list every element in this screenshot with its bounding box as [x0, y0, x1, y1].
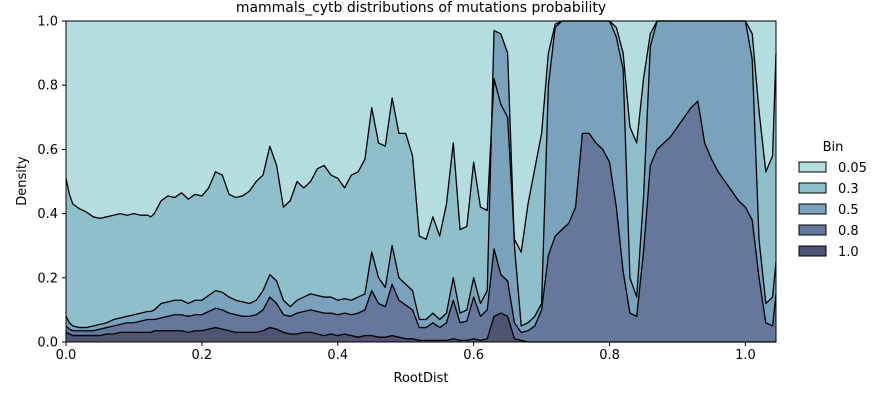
x-tick-label: 0.4: [327, 348, 348, 363]
y-axis-ticks: 0.0 0.2 0.4 0.6 0.8 1.0: [37, 15, 66, 351]
legend-swatch-0-05: [798, 161, 827, 173]
x-tick-label: 0.2: [192, 348, 213, 363]
y-tick-label: 1.0: [37, 15, 58, 30]
x-axis-ticks: 0.0 0.2 0.4 0.6 0.8 1.0: [56, 342, 756, 363]
stacked-areas: [66, 21, 776, 342]
y-tick-label: 0.4: [37, 207, 58, 222]
legend-label-0-5: 0.5: [838, 203, 859, 218]
legend-label-0-05: 0.05: [838, 161, 867, 176]
plot-frame: [65, 20, 777, 343]
x-tick-label: 1.0: [735, 348, 756, 363]
legend-label-0-8: 0.8: [838, 224, 859, 239]
y-tick-label: 0.2: [37, 271, 58, 286]
x-tick-label: 0.0: [56, 348, 77, 363]
area-bin-0-8: [66, 101, 776, 342]
area-bin-0-5: [66, 21, 776, 333]
x-axis-label: RootDist: [394, 371, 449, 386]
y-tick-label: 0.6: [37, 143, 58, 158]
y-tick-label: 0.8: [37, 79, 58, 94]
legend-label-1-0: 1.0: [838, 245, 859, 260]
area-bin-1-0: [66, 313, 776, 342]
boundary-line-3: [65, 100, 777, 334]
legend-swatch-0-5: [798, 203, 827, 215]
legend: Bin 0.05 0.3 0.5 0.8 1.0: [798, 140, 867, 260]
y-axis-label: Density: [15, 156, 30, 206]
legend-swatch-0-8: [798, 224, 827, 236]
y-tick-label: 0.0: [37, 336, 58, 351]
legend-title: Bin: [823, 140, 844, 155]
area-bin-0-3: [66, 21, 776, 328]
legend-label-0-3: 0.3: [838, 182, 859, 197]
x-tick-label: 0.6: [463, 348, 484, 363]
area-bin-0-05: [66, 21, 776, 253]
legend-swatch-0-3: [798, 182, 827, 194]
chart-title: mammals_cytb distributions of mutations …: [236, 0, 606, 16]
x-tick-label: 0.8: [599, 348, 620, 363]
legend-swatch-1-0: [798, 245, 827, 257]
